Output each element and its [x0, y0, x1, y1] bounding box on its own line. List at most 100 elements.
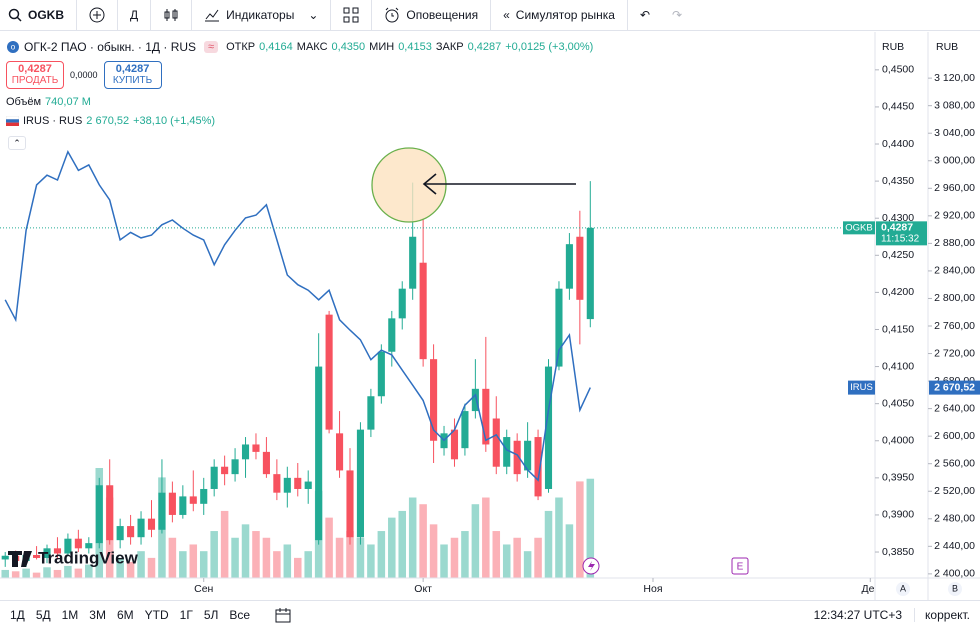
range-button[interactable]: YTD	[144, 608, 169, 622]
candle-body	[252, 444, 260, 452]
logo-icon	[8, 551, 32, 567]
volume-bar	[241, 524, 250, 578]
candle-body	[377, 351, 385, 397]
replay-icon: «	[503, 8, 510, 22]
volume-bar	[419, 504, 427, 578]
redo: ↷	[672, 8, 683, 22]
sell-button[interactable]: 0,4287 ПРОДАТЬ	[6, 61, 64, 89]
change: +0,0125 (+3,00%)	[505, 41, 594, 53]
candle-body	[241, 444, 250, 460]
range-button[interactable]: 1Д	[10, 608, 25, 622]
volume-bar	[555, 497, 563, 578]
volume-bar	[283, 544, 292, 578]
candle-body	[471, 388, 479, 412]
layouts[interactable]	[331, 0, 373, 31]
search-icon	[8, 8, 22, 22]
range-button[interactable]: 5Д	[35, 608, 51, 622]
interval[interactable]: Д	[118, 0, 152, 31]
volume-bar	[168, 537, 177, 578]
y2-tick-label: 2 520,00	[934, 485, 975, 497]
symbol-search[interactable]: OGKB	[8, 0, 77, 31]
scale-button[interactable]	[948, 582, 962, 596]
volume-bar	[429, 524, 438, 578]
ohlc-value: 0,4350	[331, 41, 366, 53]
scale-mode[interactable]: A	[900, 583, 906, 593]
candle-body	[64, 538, 72, 554]
range-button[interactable]: 3М	[89, 608, 106, 622]
chart-style[interactable]	[151, 0, 193, 31]
range-button[interactable]: 5Л	[203, 608, 219, 622]
scale-mode[interactable]: B	[952, 583, 958, 593]
series-change: +38,10 (+1,45%)	[133, 115, 216, 127]
compare-badge[interactable]: ≈	[204, 41, 219, 53]
range-button[interactable]: 6М	[116, 608, 134, 622]
volume-bar	[367, 544, 375, 578]
undo-redo[interactable]: ↶ ↷	[628, 0, 694, 31]
candle-body	[231, 459, 239, 475]
adjust[interactable]: коррект.	[914, 608, 980, 622]
undo[interactable]: ↶	[639, 8, 650, 22]
volume-bar	[471, 504, 480, 578]
buy-button[interactable]: 0,4287 КУПИТЬ	[103, 61, 162, 89]
y-tick-label: 0,4100	[882, 360, 914, 372]
logo: TradingView	[38, 548, 139, 567]
buy-label: КУПИТЬ	[112, 75, 153, 86]
y2-tick-label: 2 760,00	[934, 320, 975, 332]
candle-body	[430, 359, 438, 441]
y-tick-label: 0,4150	[882, 323, 914, 335]
spread: 0,0000	[70, 70, 98, 80]
volume-bar	[231, 537, 239, 578]
calendar-icon[interactable]	[275, 607, 291, 623]
candle-body	[586, 227, 594, 320]
y2-tick-label: 2 960,00	[934, 182, 975, 194]
candle-body	[534, 437, 542, 497]
ohlc-value: 0,4153	[398, 41, 432, 53]
y2-tick-label: 2 880,00	[934, 237, 975, 249]
compare-legend: IRUS · RUS 2 670,52 +38,10 (+1,45%)	[6, 115, 215, 127]
collapse-legend[interactable]: ⌃	[8, 136, 26, 150]
range-button[interactable]: 1Г	[179, 608, 193, 622]
candle-body	[325, 314, 333, 430]
x-axis: Сен Окт Ноя Дек	[194, 578, 875, 595]
y-tick-label: 0,3950	[882, 472, 914, 484]
ohlc-name: МАКС	[296, 41, 328, 53]
candle-body	[210, 466, 218, 489]
chevron: ⌄	[308, 8, 319, 22]
volume-bar	[1, 569, 9, 578]
y-tick-label: 0,4500	[882, 64, 914, 76]
candle-body	[168, 492, 176, 515]
volume-bar	[450, 537, 459, 578]
svg-text:o: o	[11, 43, 16, 52]
range-button[interactable]: Все	[229, 608, 251, 622]
range-button[interactable]: 1М	[61, 608, 79, 622]
candle-body	[513, 440, 521, 475]
volume-bar	[356, 537, 365, 578]
earnings-marker[interactable]	[731, 557, 749, 575]
volume-bar	[377, 531, 386, 578]
clock: 12:34:27 UTC+3	[813, 608, 903, 622]
volume-bar	[85, 564, 93, 578]
compare[interactable]	[77, 0, 118, 31]
volume-bar	[502, 544, 511, 578]
candle-body	[544, 366, 553, 489]
candle-body	[576, 236, 584, 300]
symbol-tag	[843, 221, 875, 235]
candle-body	[95, 485, 103, 544]
volume-bar	[346, 531, 354, 578]
countdown: 11:15:32	[881, 233, 920, 244]
candle-body	[294, 477, 302, 489]
scale-button[interactable]	[896, 582, 910, 596]
candle-body	[283, 477, 291, 493]
alerts[interactable]: Оповещения	[372, 0, 492, 31]
volume-bar	[492, 531, 501, 578]
ohlc-name: ОТКР	[226, 41, 256, 53]
replay[interactable]: « Симулятор рынка	[491, 0, 628, 31]
candle-body	[106, 485, 114, 541]
indicators[interactable]: Индикаторы ⌄	[192, 0, 332, 31]
candle-body	[53, 548, 62, 554]
top-toolbar: OGKB Д Индикаторы ⌄ Оповещения « Симулятор…	[0, 0, 980, 31]
y2-tick-label: 2 800,00	[934, 292, 975, 304]
candle-body	[127, 526, 135, 538]
symbol-logo: o	[7, 41, 19, 53]
